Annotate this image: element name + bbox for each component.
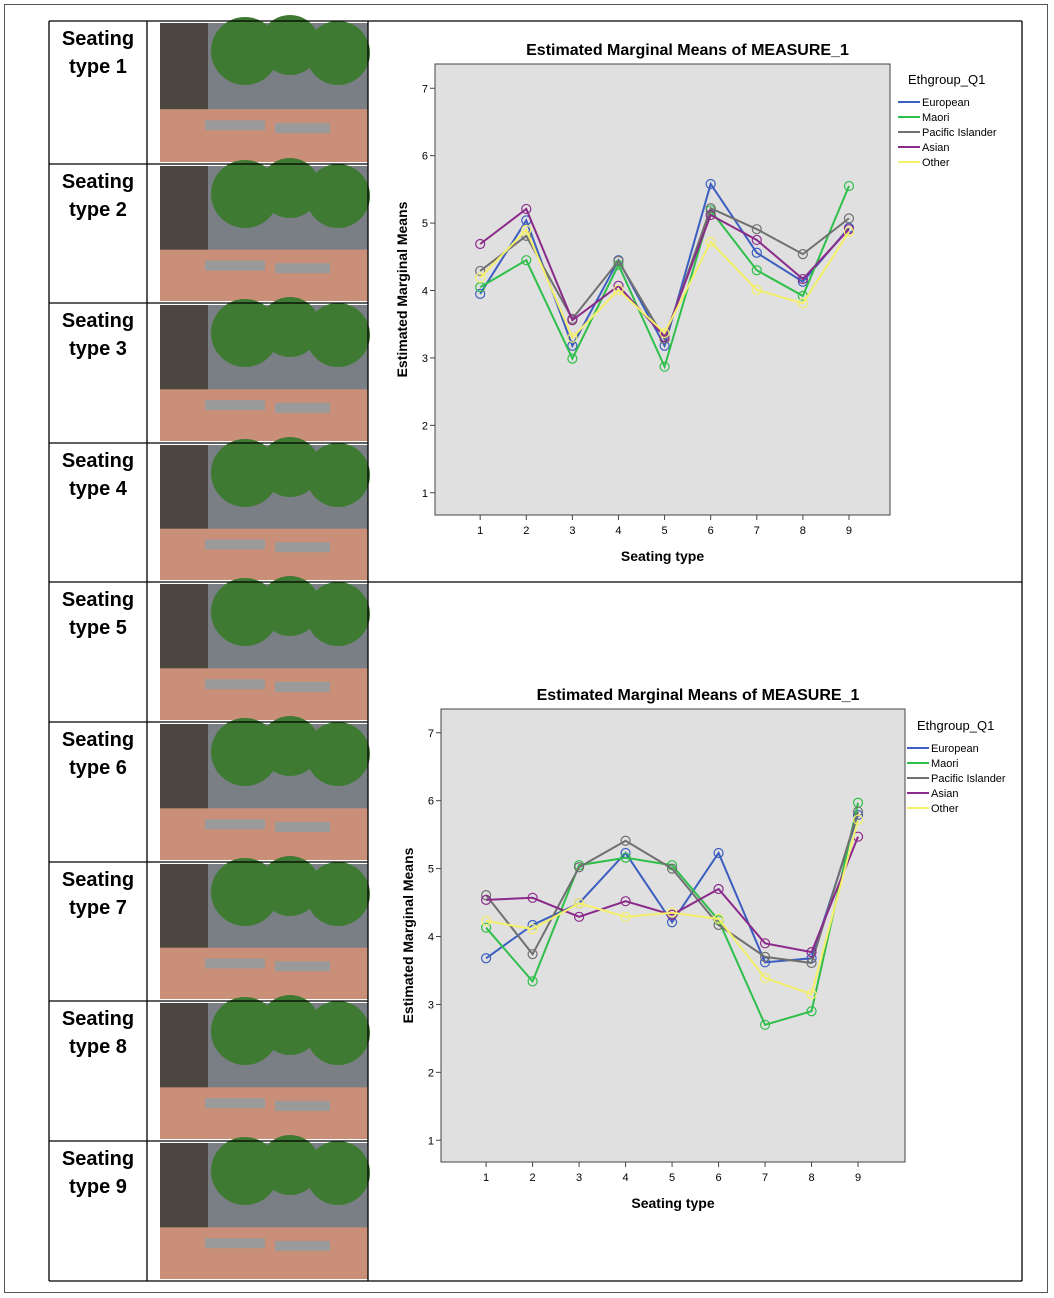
x-tick-label: 7 <box>762 1172 768 1184</box>
legend-label: Pacific Islander <box>922 127 997 139</box>
legend-label: Pacific Islander <box>931 773 1006 785</box>
y-tick-label: 6 <box>428 796 434 808</box>
bench <box>205 1238 265 1248</box>
x-tick-label: 1 <box>477 525 483 537</box>
bench <box>275 1101 330 1111</box>
tree <box>306 1001 370 1065</box>
y-tick-label: 3 <box>422 353 428 365</box>
legend-label: Other <box>922 157 950 169</box>
x-tick-label: 2 <box>530 1172 536 1184</box>
pavement <box>160 1227 368 1279</box>
photo <box>160 856 370 999</box>
legend-label: Asian <box>922 142 950 154</box>
y-axis-label: Estimated Marginal Means <box>394 201 410 377</box>
plot-area <box>435 64 890 515</box>
x-tick-label: 5 <box>669 1172 675 1184</box>
y-tick-label: 5 <box>428 864 434 876</box>
y-tick-label: 6 <box>422 151 428 163</box>
x-tick-label: 5 <box>662 525 668 537</box>
tree <box>306 164 370 228</box>
pavement <box>160 1087 368 1139</box>
bench <box>205 120 265 130</box>
legend-label: European <box>922 97 970 109</box>
bench <box>205 819 265 829</box>
x-tick-label: 9 <box>846 525 852 537</box>
photo <box>160 576 370 720</box>
legend-label: European <box>931 743 979 755</box>
bench <box>275 682 330 692</box>
bench <box>275 542 330 552</box>
legend-label: Asian <box>931 788 959 800</box>
x-axis-label: Seating type <box>621 548 704 564</box>
y-tick-label: 7 <box>422 83 428 95</box>
bench <box>275 822 330 832</box>
photo <box>160 437 370 580</box>
x-tick-label: 6 <box>716 1172 722 1184</box>
tree <box>306 303 370 367</box>
y-tick-label: 1 <box>428 1135 434 1147</box>
y-tick-label: 7 <box>428 728 434 740</box>
y-tick-label: 2 <box>422 420 428 432</box>
y-tick-label: 3 <box>428 999 434 1011</box>
x-tick-label: 9 <box>855 1172 861 1184</box>
bench <box>205 540 265 550</box>
plot-area <box>441 709 905 1162</box>
x-tick-label: 3 <box>576 1172 582 1184</box>
bench <box>205 679 265 689</box>
photo <box>160 297 370 441</box>
bench <box>275 961 330 971</box>
y-tick-label: 5 <box>422 218 428 230</box>
bench <box>205 1098 265 1108</box>
x-tick-label: 2 <box>523 525 529 537</box>
photo <box>160 716 370 860</box>
bench <box>275 123 330 133</box>
x-tick-label: 6 <box>708 525 714 537</box>
legend-title: Ethgroup_Q1 <box>917 718 994 733</box>
pavement <box>160 668 368 720</box>
tree <box>306 722 370 786</box>
bench <box>275 403 330 413</box>
legend-label: Maori <box>931 758 959 770</box>
legend-title: Ethgroup_Q1 <box>908 72 985 87</box>
y-axis-label: Estimated Marginal Means <box>400 847 416 1023</box>
pavement <box>160 529 368 580</box>
tree <box>306 862 370 926</box>
bench <box>275 263 330 273</box>
x-tick-label: 7 <box>754 525 760 537</box>
y-tick-label: 1 <box>422 488 428 500</box>
photo <box>160 995 370 1139</box>
x-tick-label: 4 <box>615 525 621 537</box>
x-tick-label: 8 <box>808 1172 814 1184</box>
x-axis-label: Seating type <box>631 1195 714 1211</box>
pavement <box>160 389 368 441</box>
pavement <box>160 250 368 301</box>
bench <box>275 1241 330 1251</box>
bench <box>205 959 265 969</box>
tree <box>306 1141 370 1205</box>
tree <box>306 21 370 85</box>
legend-label: Other <box>931 803 959 815</box>
x-tick-label: 3 <box>569 525 575 537</box>
y-tick-label: 2 <box>428 1067 434 1079</box>
bench <box>205 400 265 410</box>
figure: Estimated Marginal Means of MEASURE_1 Sea… <box>0 0 1054 1298</box>
y-tick-label: 4 <box>422 286 428 298</box>
bench <box>205 261 265 271</box>
chart-title: Estimated Marginal Means of MEASURE_1 <box>526 42 849 59</box>
x-tick-label: 4 <box>623 1172 629 1184</box>
legend-label: Maori <box>922 112 950 124</box>
x-tick-label: 8 <box>800 525 806 537</box>
y-tick-label: 4 <box>428 932 434 944</box>
pavement <box>160 948 368 999</box>
photo <box>160 1135 370 1279</box>
pavement <box>160 808 368 860</box>
pavement <box>160 109 368 162</box>
tree <box>306 582 370 646</box>
x-tick-label: 1 <box>483 1172 489 1184</box>
photo <box>160 15 370 162</box>
chart-title: Estimated Marginal Means of MEASURE_1 <box>537 687 860 704</box>
photo <box>160 158 370 301</box>
tree <box>306 443 370 507</box>
